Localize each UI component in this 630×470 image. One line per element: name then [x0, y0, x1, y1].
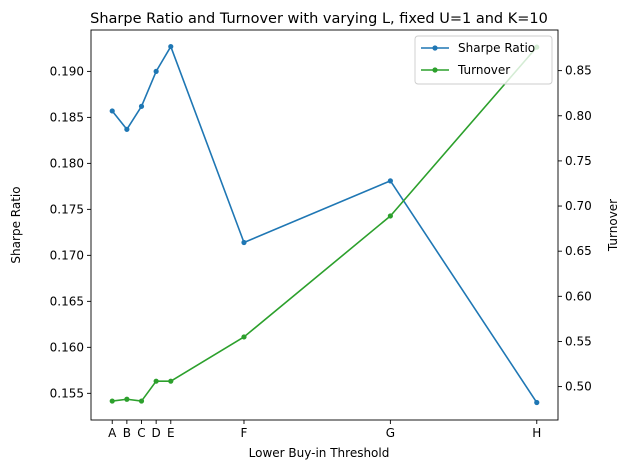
turnover-point [138, 398, 145, 404]
sharpe-ratio-point [153, 68, 159, 74]
y-right-tick-label: 0.70 [565, 199, 592, 213]
y-right-tick-label: 0.75 [565, 154, 592, 168]
turnover-point [124, 396, 130, 402]
x-tick-label: C [137, 426, 145, 440]
turnover-line [112, 46, 538, 402]
y-axis-left-ticks: 0.155 0.160 0.165 0.170 0.175 0.180 0.185 0.190 [50, 64, 91, 400]
y-right-tick-label: 0.50 [565, 380, 592, 394]
legend-sharpe-ratio-marker [432, 45, 438, 51]
y-axis-right-title: Turnover [606, 199, 620, 252]
y-axis-right-ticks: 0.50 0.55 0.60 0.65 0.70 0.75 0.80 0.85 [558, 64, 592, 394]
x-axis-title: Lower Buy-in Threshold [249, 446, 390, 460]
sharpe-ratio-point [387, 178, 393, 184]
legend-turnover-marker [432, 67, 438, 73]
y-left-tick-label: 0.175 [50, 202, 84, 216]
turnover-point [241, 334, 247, 340]
x-tick-label: A [108, 426, 117, 440]
legend-box [414, 35, 553, 85]
y-axis-left-title: Sharpe Ratio [9, 186, 23, 263]
turnover-point [153, 378, 159, 384]
turnover-point [109, 398, 115, 404]
legend: Sharpe Ratio Turnover [414, 35, 553, 85]
y-left-tick-label: 0.170 [50, 248, 84, 262]
sharpe-ratio-point [124, 126, 130, 132]
x-tick-label: B [123, 426, 131, 440]
y-left-tick-label: 0.165 [50, 294, 84, 308]
y-left-tick-label: 0.190 [50, 64, 84, 78]
sharpe-ratio-point [534, 399, 540, 406]
x-tick-label: D [152, 426, 161, 440]
y-left-tick-label: 0.155 [50, 386, 84, 400]
chart-title: Sharpe Ratio and Turnover with varying L… [90, 11, 548, 27]
y-right-tick-label: 0.55 [565, 334, 592, 348]
sharpe-ratio-point [109, 108, 115, 114]
y-left-tick-label: 0.160 [50, 340, 84, 354]
y-left-tick-label: 0.180 [50, 156, 84, 170]
y-left-tick-label: 0.185 [50, 110, 84, 124]
sharpe-ratio-point [168, 43, 174, 50]
turnover-point [168, 378, 174, 384]
plot-frame [90, 29, 559, 421]
sharpe-ratio-point [138, 103, 145, 109]
x-tick-label: F [241, 426, 248, 440]
x-tick-label: G [386, 426, 395, 440]
sharpe-ratio-point [241, 239, 247, 246]
legend-sharpe-ratio-label: Sharpe Ratio [458, 41, 535, 55]
turnover-point [387, 213, 393, 219]
legend-turnover-label: Turnover [457, 63, 510, 77]
sharpe-ratio-line [111, 45, 538, 403]
y-right-tick-label: 0.80 [565, 109, 592, 123]
x-tick-label: E [167, 426, 175, 440]
series-layer [109, 43, 540, 406]
y-right-tick-label: 0.85 [565, 64, 592, 78]
x-tick-label: H [532, 426, 541, 440]
y-right-tick-label: 0.60 [565, 289, 592, 303]
y-right-tick-label: 0.65 [565, 244, 592, 258]
